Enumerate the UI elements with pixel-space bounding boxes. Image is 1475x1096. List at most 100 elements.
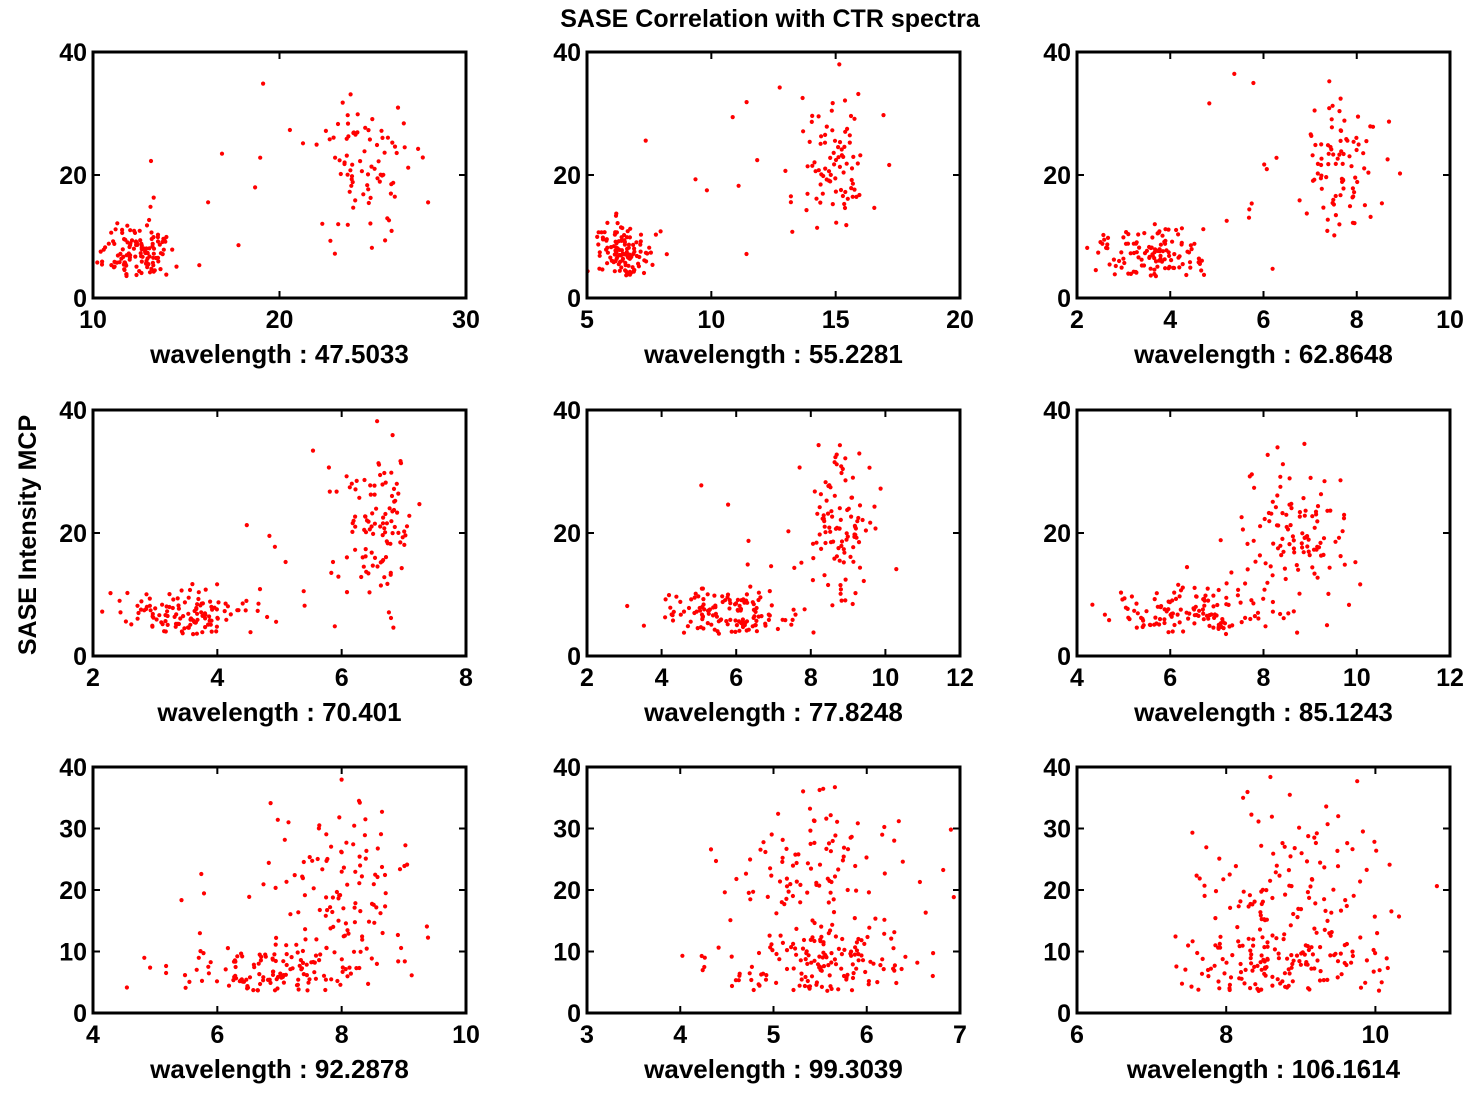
data-point <box>852 116 857 121</box>
data-point <box>372 920 377 925</box>
data-point <box>339 957 344 962</box>
data-point <box>1351 139 1356 144</box>
data-point <box>828 928 833 933</box>
data-point <box>1192 585 1197 591</box>
data-point <box>1265 944 1270 949</box>
data-point <box>1252 964 1257 970</box>
data-point <box>108 591 113 596</box>
data-point <box>164 272 169 277</box>
data-point <box>138 238 143 243</box>
data-point <box>306 980 311 985</box>
data-point <box>236 608 241 613</box>
data-point <box>363 547 368 552</box>
data-point <box>1245 789 1250 795</box>
data-point <box>282 837 287 842</box>
data-point <box>1349 164 1354 169</box>
data-point <box>1364 867 1369 873</box>
data-point <box>115 253 120 258</box>
data-point <box>769 603 774 608</box>
data-point <box>899 966 904 972</box>
data-point <box>407 513 412 518</box>
data-point <box>802 983 808 989</box>
data-point <box>830 922 835 927</box>
data-point <box>1318 945 1323 950</box>
data-point <box>1337 222 1342 227</box>
data-point <box>383 555 389 560</box>
data-point <box>1251 601 1256 606</box>
data-point <box>1328 953 1333 958</box>
data-point <box>1172 622 1177 628</box>
data-point <box>1105 242 1110 247</box>
data-point <box>1218 538 1223 543</box>
data-point <box>142 955 147 960</box>
data-point <box>863 969 868 975</box>
axes-frame <box>1075 408 1452 658</box>
data-point <box>1332 233 1337 238</box>
data-point <box>812 489 817 494</box>
data-point <box>362 833 367 838</box>
scatter-points <box>680 785 956 993</box>
data-point <box>1185 249 1190 254</box>
data-point <box>791 987 796 993</box>
data-point <box>373 872 378 877</box>
data-point <box>190 582 195 587</box>
data-point <box>736 978 741 983</box>
data-point <box>349 174 355 179</box>
data-point <box>145 250 150 255</box>
data-point <box>1159 604 1164 609</box>
data-point <box>268 801 273 806</box>
data-point <box>831 910 837 915</box>
data-point <box>396 491 401 496</box>
data-point <box>881 113 886 118</box>
data-point <box>1181 629 1186 634</box>
data-point <box>129 622 134 627</box>
y-tick-label: 0 <box>1057 285 1071 313</box>
data-point <box>887 162 892 168</box>
data-point <box>849 177 854 183</box>
data-point <box>383 530 388 535</box>
data-point <box>784 966 790 972</box>
data-point <box>237 979 242 984</box>
data-point <box>784 896 789 902</box>
data-point <box>122 267 127 272</box>
data-point <box>699 953 704 959</box>
data-point <box>756 950 762 956</box>
data-point <box>739 598 744 603</box>
data-point <box>702 955 707 960</box>
data-point <box>1350 195 1355 200</box>
data-point <box>1307 895 1312 901</box>
data-point <box>1333 213 1338 218</box>
data-point <box>700 586 706 591</box>
y-tick-label: 20 <box>553 520 581 548</box>
data-point <box>836 546 841 551</box>
data-point <box>799 977 804 982</box>
data-point <box>1269 814 1274 819</box>
data-point <box>798 882 803 888</box>
data-point <box>1278 484 1283 489</box>
data-point <box>854 194 859 199</box>
data-point <box>406 165 411 170</box>
data-point <box>360 555 365 560</box>
data-point <box>842 550 847 555</box>
data-point <box>261 81 266 86</box>
data-point <box>1321 536 1327 541</box>
data-point <box>1239 515 1244 520</box>
data-point <box>780 837 785 843</box>
data-point <box>1333 161 1338 166</box>
data-point <box>793 946 798 951</box>
data-point <box>134 240 139 245</box>
data-point <box>287 127 292 133</box>
data-point <box>372 483 377 488</box>
data-point <box>843 598 848 603</box>
data-point <box>111 265 116 270</box>
data-point <box>1248 616 1253 622</box>
data-point <box>374 506 379 511</box>
x-tick-label: 8 <box>459 664 473 692</box>
data-point <box>388 191 393 196</box>
data-point <box>334 889 339 895</box>
data-point <box>1196 260 1201 265</box>
data-point <box>1197 876 1202 881</box>
y-tick-label: 20 <box>1043 162 1071 190</box>
data-point <box>1252 899 1257 904</box>
data-point <box>1228 975 1234 980</box>
